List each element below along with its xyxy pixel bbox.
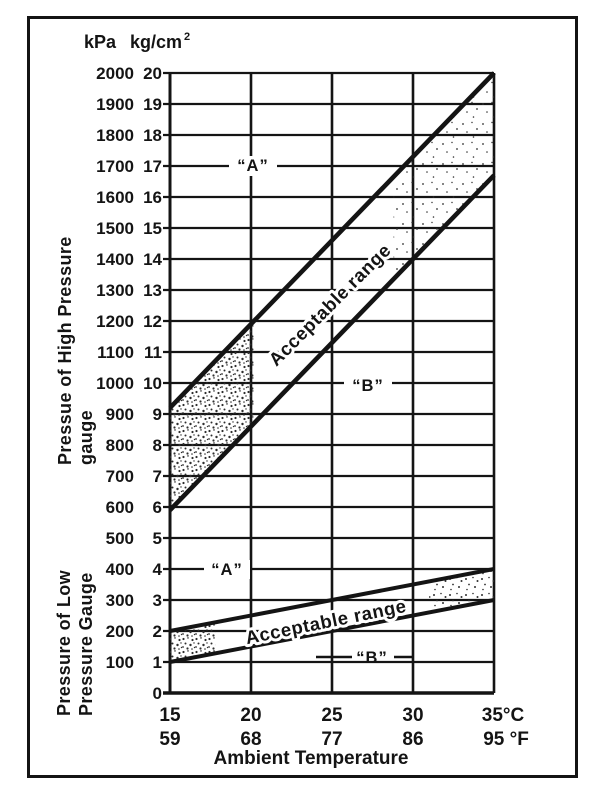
y-tick-label-kgcm2: 15	[143, 219, 162, 238]
low-pressure-axis-title-line1: Pressure of Low	[54, 569, 74, 716]
y-tick-label-kgcm2: 18	[143, 126, 162, 145]
x-tick-label-celsius: 15	[159, 705, 181, 726]
y-tick-label-kgcm2: 16	[143, 188, 162, 207]
y-axis-unit-kgcm2-superscript: 2	[184, 31, 190, 43]
y-tick-label-kgcm2: 19	[143, 95, 162, 114]
y-axis-unit-kgcm2: kg/cm	[130, 32, 182, 52]
y-tick-label-kgcm2: 12	[143, 312, 162, 331]
y-tick-label-kpa: 1100	[97, 343, 134, 362]
svg-text:“A”: “A”	[211, 561, 242, 579]
y-tick-label-kpa: 800	[106, 436, 134, 455]
y-tick-label-kgcm2: 9	[153, 405, 162, 424]
y-tick-label-kgcm2: 17	[143, 157, 162, 176]
low-pressure-upper-limit-A-line	[169, 567, 495, 633]
y-tick-label-kgcm2: 14	[143, 250, 162, 269]
y-tick-label-kpa: 600	[106, 498, 134, 517]
y-tick-label-kpa: 100	[106, 653, 134, 672]
y-tick-label-kgcm2: 1	[153, 653, 162, 672]
y-tick-label-kpa: 1300	[96, 281, 134, 300]
y-tick-label-kgcm2: 13	[143, 281, 162, 300]
label-high-b: “B”	[344, 375, 392, 395]
label-low-a: “A”	[204, 560, 250, 579]
high-pressure-axis-title-line2: gauge	[76, 410, 96, 465]
stipple-zone	[170, 622, 216, 662]
svg-text:“A”: “A”	[237, 157, 268, 175]
y-tick-label-kpa: 1400	[96, 250, 134, 269]
y-tick-label-kpa: 500	[106, 529, 134, 548]
y-axis-unit-kpa: kPa	[84, 32, 117, 52]
y-tick-label-kpa: 400	[106, 560, 134, 579]
high-pressure-axis-title-line1: Pressue of High Pressure	[55, 236, 75, 465]
y-tick-label-kgcm2: 11	[144, 343, 162, 362]
x-tick-label-fahrenheit: 86	[402, 729, 423, 750]
label-low-b: “B”	[316, 649, 412, 667]
y-tick-label-kpa: 900	[106, 405, 134, 424]
y-tick-label-kpa: 1600	[96, 188, 134, 207]
low-pressure-axis-title-line2: Pressure Gauge	[76, 572, 96, 716]
high-pressure-upper-limit-A-line	[168, 71, 496, 410]
y-tick-label-kpa: 1900	[96, 95, 134, 114]
y-tick-label-kpa: 1000	[96, 374, 134, 393]
x-tick-label-fahrenheit: 68	[240, 729, 261, 750]
x-tick-label-celsius: 35°C	[482, 705, 525, 726]
y-tick-label-kgcm2: 5	[153, 529, 162, 548]
y-tick-label-kgcm2: 2	[153, 622, 162, 641]
high-pressure-lower-limit-B-line	[168, 173, 496, 512]
stipple-zone	[393, 73, 494, 280]
x-tick-label-fahrenheit: 59	[159, 729, 180, 750]
figure-border	[27, 16, 578, 778]
y-tick-label-kgcm2: 7	[153, 467, 162, 486]
x-tick-label-celsius: 20	[240, 705, 261, 726]
x-tick-label-celsius: 30	[402, 705, 423, 726]
x-tick-label-fahrenheit: 95 °F	[483, 729, 529, 750]
stipple-zone	[170, 321, 254, 511]
y-tick-label-kpa: 1800	[96, 126, 134, 145]
x-axis-title: Ambient Temperature	[214, 748, 409, 769]
y-tick-label-kgcm2: 3	[153, 591, 162, 610]
y-tick-label-kpa: 700	[106, 467, 134, 486]
svg-text:“B”: “B”	[352, 377, 383, 395]
y-tick-label-kgcm2: 10	[143, 374, 162, 393]
y-tick-label-kgcm2: 8	[153, 436, 162, 455]
y-tick-label-kpa: 300	[106, 591, 134, 610]
y-tick-label-kpa: 2000	[96, 64, 134, 83]
y-tick-label-kgcm2: 6	[153, 498, 162, 517]
y-tick-label-kpa: 1500	[96, 219, 134, 238]
y-tick-label-kgcm2: 0	[153, 684, 162, 703]
y-tick-label-kgcm2: 4	[153, 560, 163, 579]
y-tick-label-kpa: 1700	[96, 157, 134, 176]
x-tick-label-celsius: 25	[321, 705, 343, 726]
y-tick-label-kpa: 1200	[96, 312, 134, 331]
label-high-a: “A”	[229, 156, 277, 176]
y-tick-label-kpa: 200	[106, 622, 134, 641]
pressure-limit-lines	[168, 71, 496, 664]
y-tick-label-kgcm2: 20	[143, 64, 162, 83]
low-pressure-lower-limit-B-line	[169, 598, 495, 664]
x-tick-label-fahrenheit: 77	[321, 729, 342, 750]
svg-text:“B”: “B”	[356, 649, 387, 667]
